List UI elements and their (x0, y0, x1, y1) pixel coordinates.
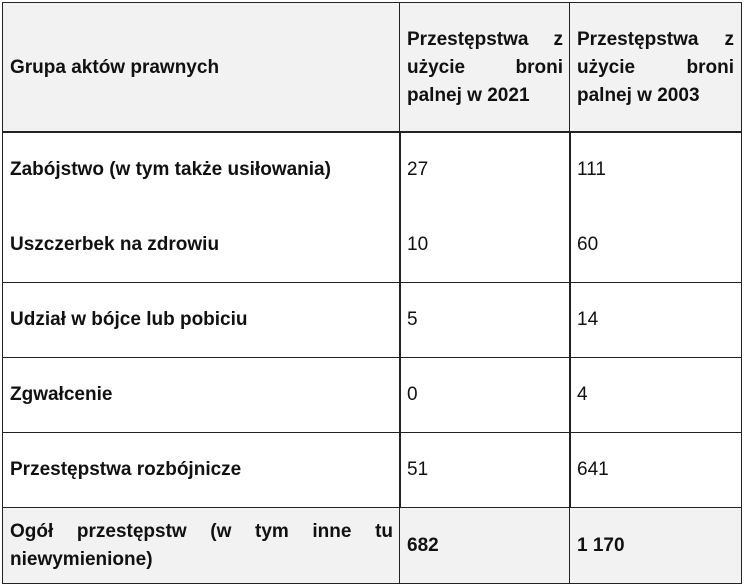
cell-value: 27 (407, 159, 429, 180)
cell-value: 5 (407, 309, 418, 330)
header-text: Grupa aktów prawnych (10, 56, 220, 78)
table-cell: 14 (569, 282, 742, 358)
header-text: Przestępstwa z użycie broni palnej w 200… (577, 28, 734, 106)
table-cell: Udział w bójce lub pobiciu (2, 282, 401, 358)
row-label: Zgwałcenie (10, 384, 113, 405)
table-cell: Ogół przestępstw (w tym inne tu niewymie… (2, 507, 401, 584)
table-cell: 0 (399, 357, 571, 433)
table-cell: 27 (399, 131, 571, 208)
table-cell: 111 (569, 131, 742, 208)
header-cell: Przestępstwa z użycie broni palnej w 202… (399, 2, 571, 133)
table-cell: 4 (569, 357, 742, 433)
row-label: Przestępstwa rozbójnicze (10, 459, 242, 480)
cell-value: 682 (407, 534, 439, 556)
row-label: Udział w bójce lub pobiciu (10, 309, 248, 330)
row-label: Ogół przestępstw (w tym inne tu niewymie… (10, 520, 393, 570)
table-cell: 1 170 (569, 507, 742, 584)
table-cell: Zgwałcenie (2, 357, 401, 433)
row-label: Zabójstwo (w tym także usiłowania) (10, 159, 331, 180)
header-text: Przestępstwa z użycie broni palnej w 202… (407, 28, 563, 106)
table-cell: Przestępstwa rozbójnicze (2, 432, 401, 508)
row-label: Uszczerbek na zdrowiu (10, 233, 220, 255)
table-cell: Zabójstwo (w tym także usiłowania) (2, 131, 401, 208)
header-cell: Przestępstwa z użycie broni palnej w 200… (569, 2, 742, 133)
cell-value: 641 (577, 459, 609, 480)
table-cell: 641 (569, 432, 742, 508)
table-cell: 60 (569, 207, 742, 283)
cell-value: 4 (577, 384, 588, 405)
table-cell: 5 (399, 282, 571, 358)
cell-value: 14 (577, 309, 599, 330)
table-cell: 682 (399, 507, 571, 584)
table-cell: Uszczerbek na zdrowiu (2, 207, 401, 283)
cell-value: 60 (577, 233, 599, 255)
cell-value: 111 (577, 159, 606, 180)
cell-value: 10 (407, 233, 429, 255)
header-cell: Grupa aktów prawnych (2, 2, 401, 133)
table-cell: 51 (399, 432, 571, 508)
cell-value: 1 170 (577, 534, 625, 556)
cell-value: 0 (407, 384, 418, 405)
cell-value: 51 (407, 459, 429, 480)
table-cell: 10 (399, 207, 571, 283)
